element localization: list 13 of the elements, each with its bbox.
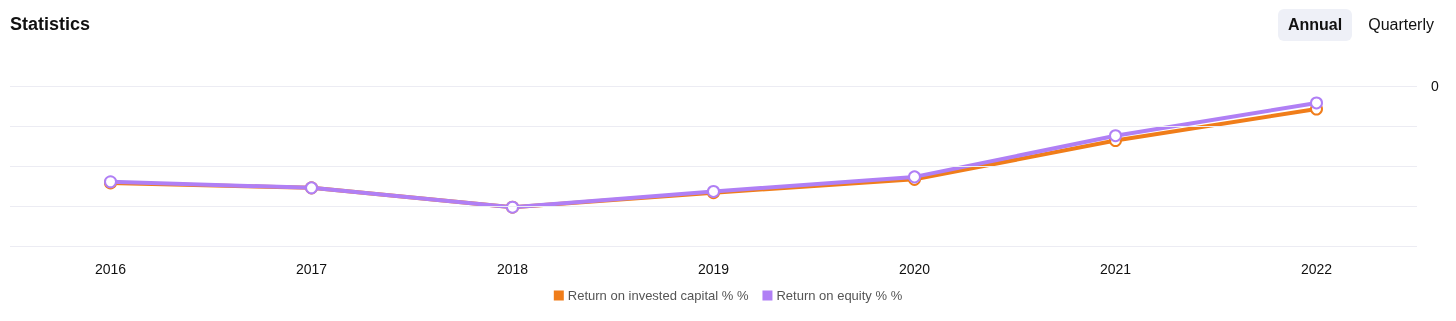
x-tick-label: 2020 <box>898 261 931 277</box>
x-tick-label: 2017 <box>295 261 328 277</box>
x-tick-label: 2021 <box>1099 261 1132 277</box>
x-tick-label: 2019 <box>697 261 730 277</box>
x-tick-label: 2022 <box>1300 261 1333 277</box>
x-tick-label: 2016 <box>94 261 127 277</box>
ref-line-label: 0 <box>1431 78 1439 94</box>
x-tick-label: 2018 <box>496 261 529 277</box>
text: Quarterly <box>1367 15 1435 35</box>
legend-label: Return on equity % % <box>776 288 903 303</box>
legend-label: Return on invested capital % % <box>567 288 749 303</box>
text: Annual <box>1277 9 1353 41</box>
chart-title: Statistics <box>10 14 91 35</box>
